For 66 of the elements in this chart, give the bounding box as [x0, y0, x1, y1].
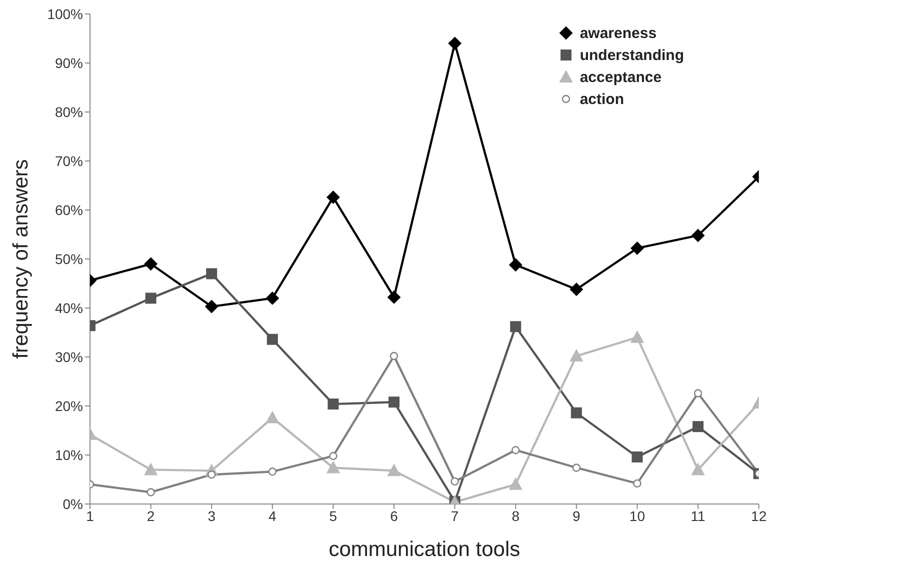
legend-label: awareness	[580, 24, 657, 42]
point	[694, 389, 702, 398]
point	[328, 398, 339, 410]
point	[329, 452, 338, 460]
point	[510, 321, 522, 332]
y-tick-label: 80%	[54, 104, 83, 120]
point	[388, 464, 401, 476]
point	[570, 407, 582, 418]
y-tick-label: 0%	[62, 496, 83, 512]
point	[205, 300, 218, 314]
y-tick-label: 40%	[54, 300, 83, 316]
point	[388, 290, 401, 304]
point	[692, 463, 705, 476]
y-tick-label: 90%	[54, 54, 83, 71]
legend-label: action	[580, 90, 624, 108]
point	[326, 190, 340, 204]
y-tick-label: 50%	[54, 250, 83, 267]
point	[450, 477, 459, 486]
y-tick-label: 60%	[54, 202, 83, 218]
y-tick-label: 20%	[54, 398, 83, 414]
x-axis-title: communication tools	[328, 538, 520, 561]
point	[390, 352, 398, 360]
point	[208, 470, 216, 479]
point	[692, 228, 705, 242]
point	[144, 257, 158, 270]
point	[512, 446, 520, 454]
y-axis-title: frequency of answers	[9, 159, 32, 359]
x-tick-label: 9	[572, 508, 581, 524]
point	[266, 334, 278, 345]
point	[146, 488, 155, 496]
point	[388, 396, 400, 408]
point	[206, 268, 218, 280]
x-tick-label: 6	[390, 508, 398, 524]
y-tick-label: 10%	[54, 446, 83, 463]
x-tick-label: 8	[512, 508, 520, 524]
y-tick-label: 70%	[54, 152, 83, 169]
point	[633, 479, 642, 488]
point	[630, 242, 644, 255]
x-tick-label: 10	[629, 508, 646, 524]
point	[448, 36, 462, 50]
point	[570, 350, 583, 362]
x-tick-label: 3	[208, 508, 216, 524]
legend-label: understanding	[580, 46, 684, 64]
point	[145, 292, 156, 304]
x-tick-label: 11	[690, 508, 706, 524]
point	[692, 421, 704, 432]
point	[630, 330, 644, 343]
y-tick-label: 100%	[47, 6, 83, 22]
point	[572, 464, 581, 472]
y-tick-label: 30%	[54, 348, 83, 365]
point	[144, 463, 158, 476]
point	[326, 461, 340, 474]
point	[570, 282, 583, 296]
x-tick-label: 1	[86, 508, 94, 524]
x-tick-label: 5	[329, 508, 338, 524]
point	[266, 292, 279, 305]
x-tick-label: 4	[268, 508, 277, 524]
legend-label: acceptance	[580, 68, 662, 86]
point	[268, 468, 277, 476]
x-tick-label: 12	[751, 508, 767, 524]
x-tick-label: 2	[146, 508, 155, 524]
point	[266, 411, 279, 424]
x-tick-label: 7	[450, 508, 459, 524]
point	[632, 451, 643, 462]
point	[509, 478, 522, 490]
point	[509, 258, 522, 272]
